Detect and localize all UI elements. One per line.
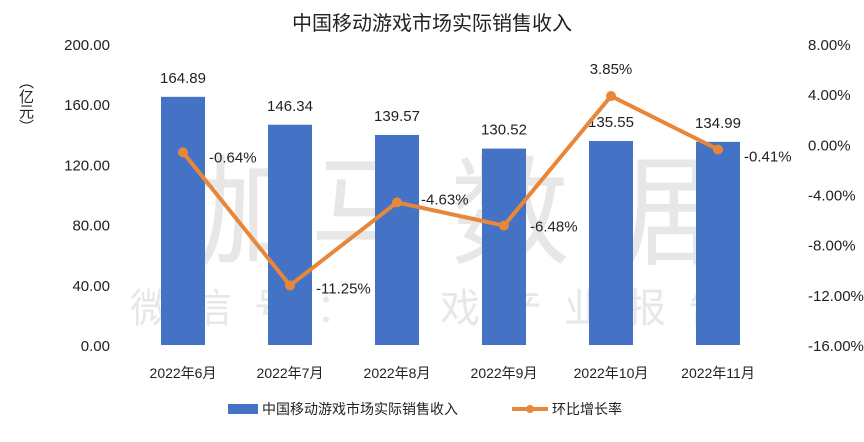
line-data-label: -0.41% <box>744 148 792 165</box>
x-axis-ticks: 2022年6月 2022年7月 2022年8月 2022年9月 2022年10月 2022… <box>150 365 755 381</box>
x-tick-label: 2022年9月 <box>471 365 538 381</box>
x-tick-label: 2022年11月 <box>681 365 755 381</box>
y2-tick-label: -8.00% <box>808 238 856 255</box>
bar-data-label: 146.34 <box>267 98 313 115</box>
bar-data-label: 130.52 <box>481 122 527 139</box>
bar <box>589 140 633 345</box>
bar-data-label: 134.99 <box>695 115 741 132</box>
y-tick-label: 80.00 <box>72 218 110 235</box>
y-tick-label: 120.00 <box>64 157 110 174</box>
legend-swatch-bar <box>228 404 258 414</box>
legend: 中国移动游戏市场实际销售收入 环比增长率 <box>228 401 622 417</box>
bar <box>696 141 740 345</box>
chart-title: 中国移动游戏市场实际销售收入 <box>292 12 572 35</box>
legend-marker-line <box>526 405 534 413</box>
y2-tick-label: 0.00% <box>808 137 851 154</box>
watermark: 伽马数据 微信号：游戏产业报告 <box>130 147 750 331</box>
y2-tick-label: 8.00% <box>808 37 851 54</box>
y2-tick-label: 4.00% <box>808 87 851 104</box>
bar-data-label: 139.57 <box>374 108 420 125</box>
line-series: -0.64% -11.25% -4.63% -6.48% 3.85% -0.41% <box>178 61 792 297</box>
x-tick-label: 2022年8月 <box>364 365 431 381</box>
line-point <box>178 147 188 158</box>
line-data-label: -11.25% <box>316 280 371 297</box>
bar-series: 164.89 146.34 139.57 130.52 135.55 134.99 <box>160 70 741 346</box>
y-axis-label: （亿元） <box>17 74 35 134</box>
bar-data-label: 135.55 <box>588 114 634 131</box>
bar <box>482 148 526 345</box>
bar <box>268 124 312 345</box>
y2-axis-ticks: -16.00% -12.00% -8.00% -4.00% 0.00% 4.00% 8.00… <box>808 37 864 355</box>
x-tick-label: 2022年10月 <box>574 365 649 381</box>
watermark-sub: 微信号：游戏产业报告 <box>130 287 750 331</box>
legend-label-bar: 中国移动游戏市场实际销售收入 <box>262 401 458 417</box>
line-data-label: -4.63% <box>421 191 469 208</box>
line-path <box>181 93 719 289</box>
line-point <box>285 280 295 291</box>
y-tick-label: 0.00 <box>81 338 110 355</box>
line-data-label: -0.64% <box>209 149 257 166</box>
y2-tick-label: -4.00% <box>808 188 856 205</box>
x-tick-label: 2022年6月 <box>150 365 217 381</box>
bar-data-label: 164.89 <box>160 70 206 87</box>
line-data-label: -6.48% <box>530 219 578 236</box>
y2-tick-label: -16.00% <box>808 338 864 355</box>
y-axis-ticks: 0.00 40.00 80.00 120.00 160.00 200.00 <box>64 37 110 355</box>
legend-label-line: 环比增长率 <box>552 401 622 417</box>
y-tick-label: 40.00 <box>72 278 110 295</box>
y-tick-label: 160.00 <box>64 97 110 114</box>
line-data-label: 3.85% <box>590 61 633 78</box>
line-point <box>499 220 509 231</box>
bar <box>161 96 205 346</box>
line-point <box>392 197 402 208</box>
x-tick-label: 2022年7月 <box>257 365 324 381</box>
bar <box>375 134 419 345</box>
y2-tick-label: -12.00% <box>808 288 864 305</box>
y-tick-label: 200.00 <box>64 37 110 54</box>
line-point <box>606 91 616 102</box>
line-point <box>713 144 723 155</box>
